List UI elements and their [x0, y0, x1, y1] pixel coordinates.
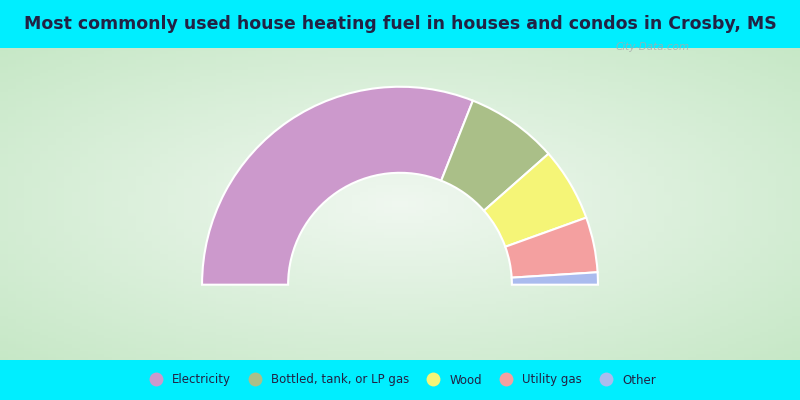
Wedge shape [202, 87, 473, 285]
Wedge shape [506, 218, 598, 278]
Legend: Electricity, Bottled, tank, or LP gas, Wood, Utility gas, Other: Electricity, Bottled, tank, or LP gas, W… [139, 369, 661, 391]
Wedge shape [484, 154, 586, 247]
Wedge shape [441, 101, 549, 211]
Text: Most commonly used house heating fuel in houses and condos in Crosby, MS: Most commonly used house heating fuel in… [24, 15, 776, 33]
Wedge shape [512, 272, 598, 285]
Text: City-Data.com: City-Data.com [615, 42, 689, 52]
